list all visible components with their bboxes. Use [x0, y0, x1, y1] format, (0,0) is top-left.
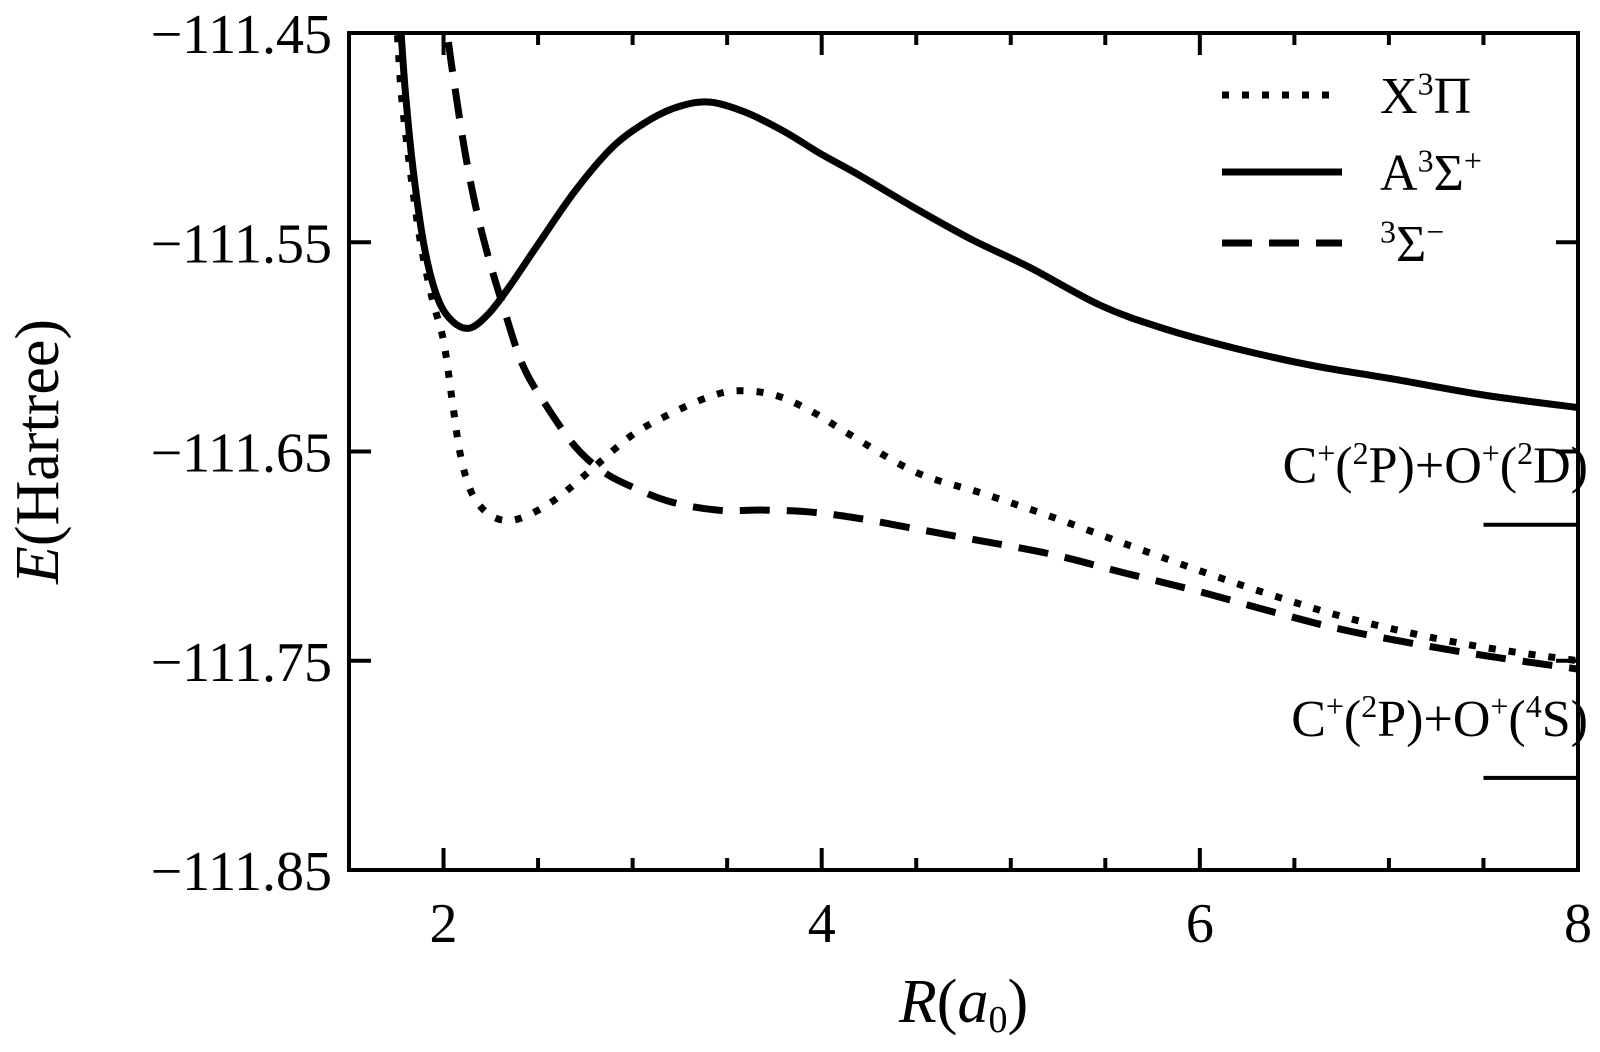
y-tick-label: −111.75: [151, 632, 332, 694]
x-tick-label: 6: [1186, 893, 1214, 955]
x-axis-label: R(a0): [898, 968, 1028, 1041]
curve-X3Pi: [393, 33, 1578, 665]
x-tick-label: 4: [808, 893, 836, 955]
y-tick-label: −111.55: [151, 213, 332, 275]
x-tick-label: 8: [1564, 893, 1592, 955]
asymptote-label-C+(2P)+O+(2D): C+(2P)+O+(2D): [1283, 435, 1588, 495]
y-tick-label: −111.65: [151, 423, 332, 485]
curve-3Sigma-: [443, 33, 1578, 673]
x-tick-label: 2: [430, 893, 458, 955]
asymptote-label-C+(2P)+O+(4S): C+(2P)+O+(4S): [1291, 688, 1588, 748]
tick-labels: 2 4 6 8 −111.45 −111.55 −111.65 −111.75 −111.85: [151, 4, 1592, 955]
y-tick-label: −111.45: [151, 4, 332, 66]
legend-label-3Sigma-: 3Σ−: [1380, 213, 1444, 273]
y-tick-label: −111.85: [151, 841, 332, 903]
curves: [393, 33, 1578, 673]
legend-label-X3Pi: X3Π: [1380, 65, 1471, 125]
curve-A3Sigma+: [397, 33, 1578, 412]
legend-label-A3Sigma+: A3Σ+: [1380, 142, 1482, 202]
legend: X3Π A3Σ+ 3Σ−: [1222, 65, 1482, 273]
asymptotes: C+(2P)+O+(2D) C+(2P)+O+(4S): [1283, 435, 1588, 780]
ticks: [349, 31, 1580, 872]
y-axis-label: E(Hartree): [4, 319, 72, 585]
